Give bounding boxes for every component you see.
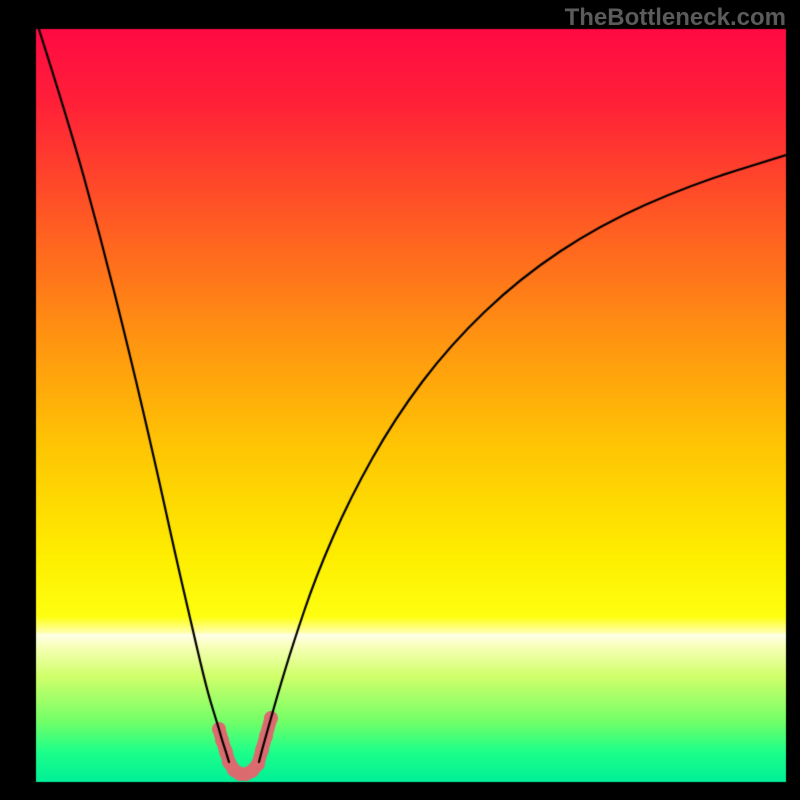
bottleneck-chart — [0, 0, 800, 800]
watermark-text: TheBottleneck.com — [565, 4, 786, 32]
